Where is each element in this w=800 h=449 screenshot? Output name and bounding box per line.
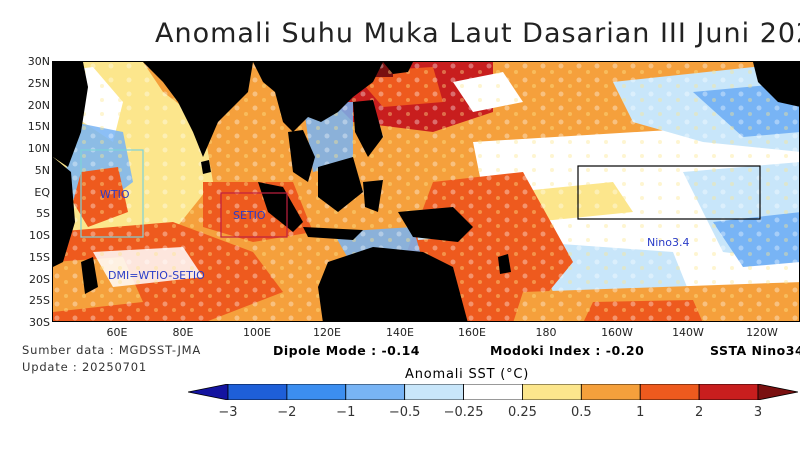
ssta-nino34: SSTA Nino34 [710, 343, 800, 358]
x-axis-label: 60E [106, 326, 128, 339]
update-text: Update : 20250701 [22, 360, 147, 374]
x-axis-label: 180 [535, 326, 557, 339]
colorbar-segment [698, 384, 759, 400]
land-new-guinea [398, 207, 473, 242]
y-axis-label: 30S [29, 316, 50, 329]
land-malay-peninsula [288, 130, 315, 182]
map-svg: WTIO SETIO Nino3.4 DMI=WTIO-SETIO [53, 62, 799, 321]
y-axis-label: 20S [29, 272, 50, 286]
y-axis-label: 20N [27, 98, 50, 112]
y-axis-label: 10N [27, 142, 50, 155]
colorbar-segment [639, 384, 700, 400]
land-madagascar [81, 257, 98, 294]
legend-tick-label: 0.25 [507, 405, 537, 420]
map-title: Anomali Suhu Muka Laut Dasarian III Juni… [155, 18, 800, 49]
y-axis-label: 15N [27, 120, 50, 134]
x-axis-label: 120E [313, 326, 341, 339]
colorbar-arrow-high [757, 384, 798, 400]
land-north-america [753, 62, 799, 107]
legend-tick-label: −0.5 [388, 405, 421, 420]
legend-tick-label: 1 [636, 405, 645, 420]
y-axis-label: 25S [29, 294, 50, 308]
legend-tick-label: 2 [694, 405, 704, 420]
modoki-index: Modoki Index : -0.20 [490, 343, 645, 358]
colorbar-segment [580, 384, 641, 400]
colorbar-segment [345, 384, 406, 400]
y-axis-label: 25N [27, 76, 50, 90]
setio-box [220, 192, 288, 238]
x-axis-label: 80E [172, 326, 194, 339]
x-axis-label: 160W [601, 326, 633, 339]
x-axis-label: 140W [672, 326, 704, 339]
setio-label: SETIO [233, 209, 266, 222]
legend-tick-label: −1 [336, 405, 356, 420]
legend-tick-label: 0.5 [570, 405, 592, 420]
wtio-box [80, 149, 144, 238]
y-axis-label: EQ [34, 185, 50, 199]
nino34-box [577, 165, 761, 220]
dipole-mode: Dipole Mode : -0.14 [273, 343, 420, 358]
land-java [303, 227, 363, 240]
color-bar [188, 384, 798, 400]
wtio-label: WTIO [100, 188, 130, 201]
legend-title: Anomali SST (°C) [405, 367, 530, 382]
land-africa-east [53, 157, 75, 267]
legend-tick-label: −2 [277, 405, 297, 420]
x-axis-label: 120W [746, 326, 778, 339]
colorbar-segment [227, 384, 288, 400]
land-srilanka [201, 160, 211, 174]
land-australia [318, 247, 468, 321]
x-axis-label: 160E [458, 326, 486, 339]
y-axis-label: 5S [36, 207, 50, 221]
land-india [143, 62, 253, 157]
land-sumatra [258, 182, 303, 232]
land-africa-arabia [53, 62, 88, 167]
colorbar-segment [404, 384, 464, 400]
y-axis-label: 15S [29, 250, 50, 264]
y-axis-label: 30N [27, 55, 50, 68]
dmi-label: DMI=WTIO-SETIO [108, 269, 205, 282]
colorbar-segment [522, 384, 582, 400]
colorbar-segment [286, 384, 347, 400]
legend-tick-label: −0.25 [443, 405, 484, 420]
colorbar-arrow-low [188, 384, 229, 400]
land-philippines [353, 100, 383, 157]
land-vanuatu [498, 254, 511, 274]
land-borneo [318, 157, 363, 212]
legend-tick-label: −3 [218, 405, 238, 420]
y-axis-label: 5N [34, 163, 50, 177]
source-text: Sumber data : MGDSST-JMA [22, 343, 202, 357]
x-axis-label: 100E [243, 326, 271, 339]
sst-anomaly-map: WTIO SETIO Nino3.4 DMI=WTIO-SETIO [52, 61, 800, 322]
land-taiwan-japan [383, 62, 413, 74]
nino34-label: Nino3.4 [647, 236, 689, 249]
colorbar-segment [463, 384, 523, 400]
x-axis-label: 140E [386, 326, 414, 339]
y-axis-label: 10S [29, 229, 50, 242]
land-sulawesi [363, 180, 383, 212]
land-se-asia [253, 62, 383, 132]
legend-tick-label: 3 [753, 405, 763, 420]
